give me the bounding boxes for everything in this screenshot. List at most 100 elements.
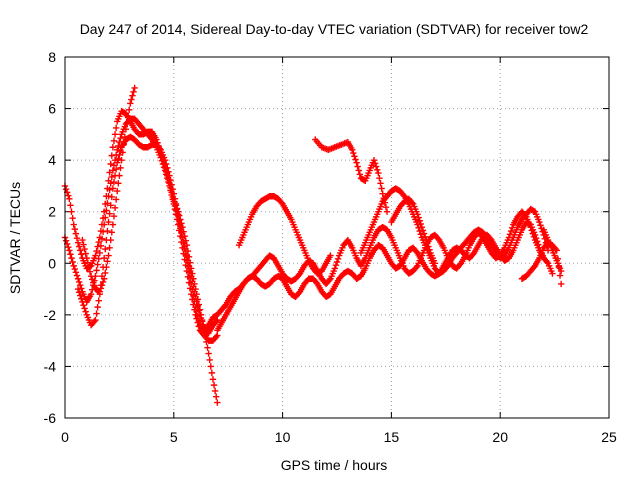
data-point xyxy=(96,249,104,257)
data-point xyxy=(209,376,217,383)
data-point xyxy=(213,318,220,325)
data-point xyxy=(109,221,117,228)
data-point xyxy=(421,233,429,241)
data-point xyxy=(469,251,477,258)
data-point xyxy=(130,88,137,96)
x-tick-label: 10 xyxy=(275,429,291,445)
data-point xyxy=(420,230,428,237)
data-point xyxy=(104,227,111,235)
data-point xyxy=(109,167,117,174)
data-point xyxy=(116,151,123,159)
data-point xyxy=(210,381,218,389)
data-point xyxy=(327,252,334,259)
data-point xyxy=(193,308,200,315)
data-point xyxy=(331,265,339,272)
data-point xyxy=(106,169,113,176)
data-point xyxy=(86,268,94,275)
data-point xyxy=(105,252,112,259)
data-point xyxy=(191,298,198,305)
data-point xyxy=(109,185,117,192)
data-point xyxy=(98,235,106,242)
data-point xyxy=(111,204,119,212)
data-point xyxy=(72,230,80,237)
data-point xyxy=(71,265,78,273)
data-point xyxy=(121,133,129,141)
data-point xyxy=(414,211,421,218)
data-point xyxy=(180,228,187,235)
x-tick-label: 25 xyxy=(601,429,617,445)
data-point xyxy=(374,166,381,174)
data-point xyxy=(535,241,542,248)
series-arc11 xyxy=(388,195,439,267)
data-point xyxy=(69,258,76,266)
data-point xyxy=(182,251,189,259)
data-point xyxy=(81,305,88,312)
data-point xyxy=(507,227,515,235)
data-point xyxy=(186,259,194,266)
data-point xyxy=(104,258,111,265)
data-point xyxy=(382,204,390,211)
data-point xyxy=(349,146,356,154)
data-point xyxy=(372,163,380,170)
data-point xyxy=(112,165,120,173)
data-point xyxy=(185,253,193,261)
data-point xyxy=(117,135,124,142)
y-tick-label: -2 xyxy=(44,307,57,323)
x-tick-label: 5 xyxy=(170,429,178,445)
y-tick-label: -6 xyxy=(44,410,57,426)
data-point xyxy=(443,263,451,271)
data-point xyxy=(96,288,104,295)
data-point xyxy=(68,254,75,262)
data-point xyxy=(456,261,464,268)
data-point xyxy=(68,208,75,215)
data-point xyxy=(106,244,113,252)
y-tick-label: 8 xyxy=(48,49,56,65)
data-point xyxy=(202,332,209,340)
data-point xyxy=(110,213,118,220)
data-point xyxy=(408,199,416,206)
data-point xyxy=(73,234,81,242)
data-point xyxy=(99,278,107,286)
data-point xyxy=(415,214,422,221)
data-point xyxy=(165,168,172,175)
data-point xyxy=(95,297,102,304)
series-arc4 xyxy=(79,84,138,295)
data-point xyxy=(92,252,99,259)
data-point xyxy=(416,217,423,224)
data-point xyxy=(125,106,133,114)
data-point xyxy=(90,279,97,286)
data-point xyxy=(552,245,559,253)
data-point xyxy=(106,186,113,193)
data-point xyxy=(123,119,131,126)
data-point xyxy=(184,247,192,255)
data-point xyxy=(169,185,176,193)
data-point xyxy=(108,173,115,181)
data-point xyxy=(194,296,201,303)
x-tick-label: 0 xyxy=(61,429,69,445)
data-point xyxy=(531,231,539,239)
data-point xyxy=(295,289,303,297)
data-point xyxy=(117,164,124,172)
data-point xyxy=(112,124,120,132)
data-point xyxy=(173,205,181,212)
data-point xyxy=(71,225,78,233)
data-point xyxy=(131,84,138,92)
data-point xyxy=(129,92,136,99)
data-point xyxy=(92,316,99,324)
data-point xyxy=(111,131,119,138)
data-point xyxy=(378,185,385,192)
data-point xyxy=(205,350,212,357)
data-point xyxy=(334,255,342,262)
data-point xyxy=(66,247,73,254)
data-point xyxy=(195,301,203,308)
data-point xyxy=(295,271,303,279)
data-point xyxy=(82,308,89,315)
data-point xyxy=(80,301,87,309)
data-point xyxy=(434,235,442,242)
data-point xyxy=(204,344,211,351)
data-point xyxy=(176,212,183,219)
data-point xyxy=(418,223,426,231)
y-axis-label: SDTVAR / TECUs xyxy=(7,182,23,294)
data-point xyxy=(112,196,120,203)
